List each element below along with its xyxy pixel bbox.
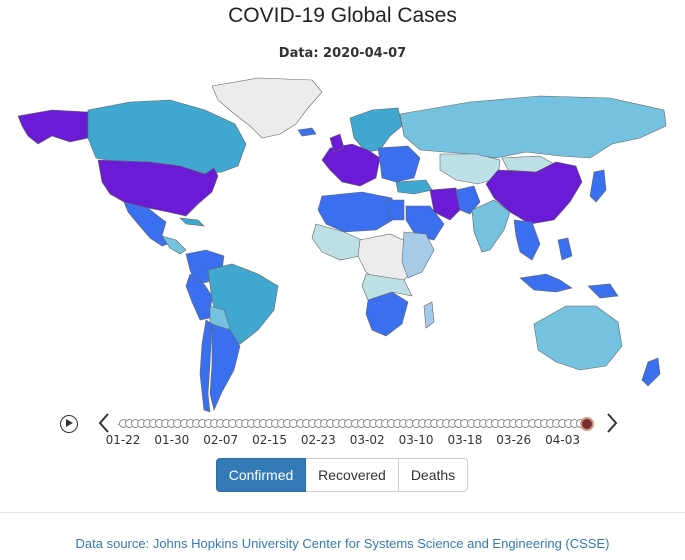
country-chile[interactable] (199, 319, 213, 413)
metric-button-group: Confirmed Recovered Deaths (216, 458, 468, 492)
timeline-tick-label: 02-15 (252, 433, 287, 447)
country-east-africa[interactable] (401, 231, 435, 279)
country-west-africa[interactable] (311, 223, 363, 261)
country-iran[interactable] (429, 187, 465, 221)
country-kazakhstan[interactable] (439, 153, 501, 185)
timeline-tick-label: 01-30 (154, 433, 190, 447)
chevron-right-icon[interactable] (604, 411, 620, 435)
country-western-europe[interactable] (321, 143, 381, 187)
timeline-control: 01-22 01-30 02-07 02-15 02-23 03-02 03-10 03-18… (0, 408, 685, 452)
world-map[interactable] (0, 74, 685, 414)
chevron-left-icon[interactable] (96, 411, 112, 435)
country-southern-africa[interactable] (361, 273, 413, 301)
country-japan[interactable] (589, 169, 607, 203)
map-subtitle: Data: 2020-04-07 (278, 46, 407, 61)
country-scandinavia[interactable] (349, 107, 403, 153)
country-papua-new-guinea[interactable] (587, 283, 619, 299)
timeline-dates: 01-22 01-30 02-07 02-15 02-23 03-02 03-10 03-18… (0, 408, 685, 447)
country-india[interactable] (471, 199, 511, 253)
country-greenland[interactable] (211, 77, 323, 139)
deaths-button[interactable]: Deaths (399, 458, 468, 492)
country-north-africa[interactable] (317, 191, 397, 233)
country-philippines[interactable] (557, 237, 573, 261)
country-egypt[interactable] (385, 199, 405, 221)
timeline-tick-label: 03-26 (496, 433, 532, 447)
world-map-svg[interactable] (0, 74, 685, 414)
country-pakistan[interactable] (455, 185, 481, 215)
timeline-current-dot[interactable] (580, 417, 594, 431)
page-title: COVID-19 Global Cases (228, 4, 457, 27)
country-argentina[interactable] (209, 323, 241, 411)
country-canada[interactable] (87, 99, 247, 175)
country-eastern-europe[interactable] (377, 145, 421, 183)
country-alaska[interactable] (17, 109, 89, 145)
country-australia[interactable] (533, 305, 623, 371)
timeline-tick-label: 04-03 (545, 433, 581, 447)
country-iceland[interactable] (297, 127, 317, 137)
country-saudi-arabia[interactable] (405, 205, 445, 241)
timeline-tick-label: 03-18 (447, 433, 483, 447)
timeline-tick-label: 01-22 (105, 433, 141, 447)
recovered-button[interactable]: Recovered (306, 458, 399, 492)
country-russia[interactable] (399, 95, 667, 159)
country-china[interactable] (485, 161, 583, 225)
country-south-africa[interactable] (365, 291, 409, 337)
country-turkey[interactable] (395, 179, 433, 195)
country-indonesia[interactable] (519, 273, 573, 293)
confirmed-button[interactable]: Confirmed (216, 458, 306, 492)
timeline-tick-label: 02-07 (203, 433, 239, 447)
timeline-tick-label: 02-23 (300, 433, 336, 447)
play-button[interactable] (60, 415, 78, 433)
country-usa[interactable] (97, 159, 219, 217)
country-central-america[interactable] (161, 235, 187, 255)
footer-divider (0, 512, 685, 513)
country-southeast-asia[interactable] (513, 219, 541, 261)
country-peru[interactable] (185, 273, 213, 321)
country-uk[interactable] (329, 133, 345, 153)
play-icon (66, 419, 73, 427)
country-madagascar[interactable] (423, 301, 435, 329)
data-source-link[interactable]: Data source: Johns Hopkins University Ce… (75, 536, 610, 551)
timeline-tick-label: 03-02 (349, 433, 385, 447)
country-cuba[interactable] (179, 217, 205, 227)
timeline-tick-label: 03-10 (398, 433, 434, 447)
country-new-zealand[interactable] (641, 357, 661, 387)
